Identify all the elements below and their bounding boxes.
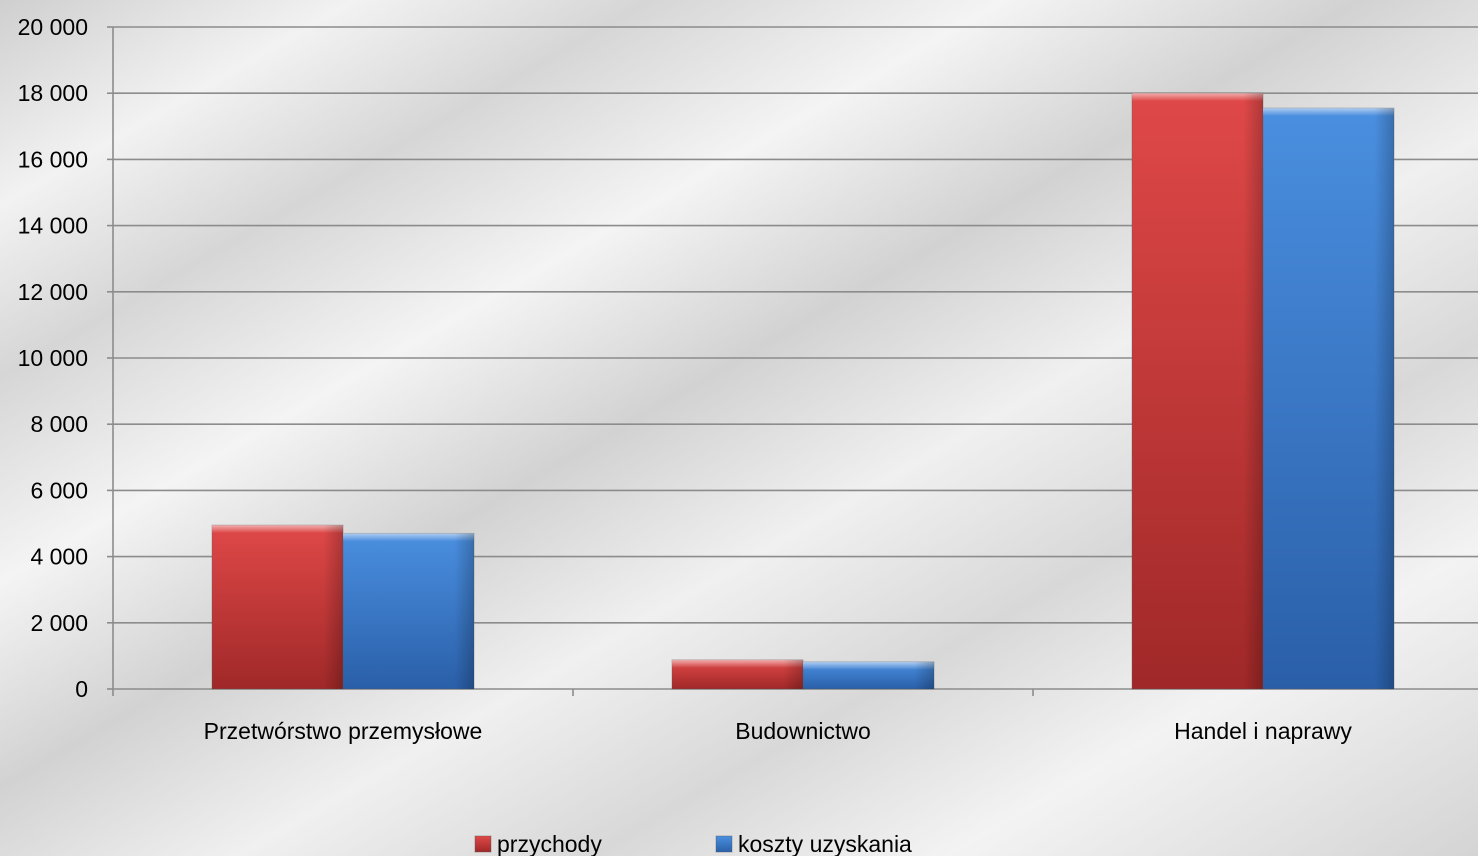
legend-label: przychody bbox=[497, 831, 602, 856]
bar-bevel-side bbox=[672, 659, 803, 689]
y-tick-label: 10 000 bbox=[18, 345, 88, 371]
bar-bevel-side bbox=[803, 661, 934, 689]
legend-item-przychody: przychody bbox=[474, 831, 602, 856]
legend-swatch bbox=[474, 835, 492, 853]
bars bbox=[211, 92, 1395, 690]
y-tick-label: 4 000 bbox=[30, 544, 88, 570]
bar-bevel-side bbox=[212, 525, 343, 689]
bar-przychody-0 bbox=[211, 524, 344, 690]
x-tick-label: Handel i naprawy bbox=[1174, 718, 1352, 744]
legend-item-koszty-uzyskania: koszty uzyskania bbox=[715, 831, 912, 856]
y-tick-label: 12 000 bbox=[18, 279, 88, 305]
bar-bevel-side bbox=[343, 533, 474, 689]
y-tick-label: 14 000 bbox=[18, 213, 88, 239]
y-tick-label: 8 000 bbox=[30, 411, 88, 437]
y-tick-labels: 0 2 000 4 000 6 000 8 000 10 000 12 000 14 000 1… bbox=[18, 14, 88, 702]
bar-bevel-side bbox=[1132, 93, 1263, 689]
x-tick-label: Przetwórstwo przemysłowe bbox=[204, 718, 483, 744]
legend: przychody koszty uzyskania bbox=[474, 831, 912, 856]
x-tick-labels: Przetwórstwo przemysłowe Budownictwo Hande… bbox=[204, 718, 1353, 744]
y-tick-label: 20 000 bbox=[18, 14, 88, 40]
y-tick-label: 2 000 bbox=[30, 610, 88, 636]
bar-koszty-uzyskania-0 bbox=[342, 532, 475, 690]
legend-swatch bbox=[715, 835, 733, 853]
y-tick-label: 0 bbox=[75, 676, 88, 702]
y-tick-label: 18 000 bbox=[18, 80, 88, 106]
bar-koszty-uzyskania-1 bbox=[802, 661, 935, 690]
bar-przychody-2 bbox=[1131, 92, 1264, 690]
legend-label: koszty uzyskania bbox=[738, 831, 912, 856]
bar-bevel-side bbox=[1263, 108, 1394, 690]
y-tick-label: 16 000 bbox=[18, 146, 88, 172]
x-tick-label: Budownictwo bbox=[735, 718, 871, 744]
bar-koszty-uzyskania-2 bbox=[1262, 107, 1395, 690]
y-tick-label: 6 000 bbox=[30, 477, 88, 503]
bar-przychody-1 bbox=[671, 659, 804, 690]
